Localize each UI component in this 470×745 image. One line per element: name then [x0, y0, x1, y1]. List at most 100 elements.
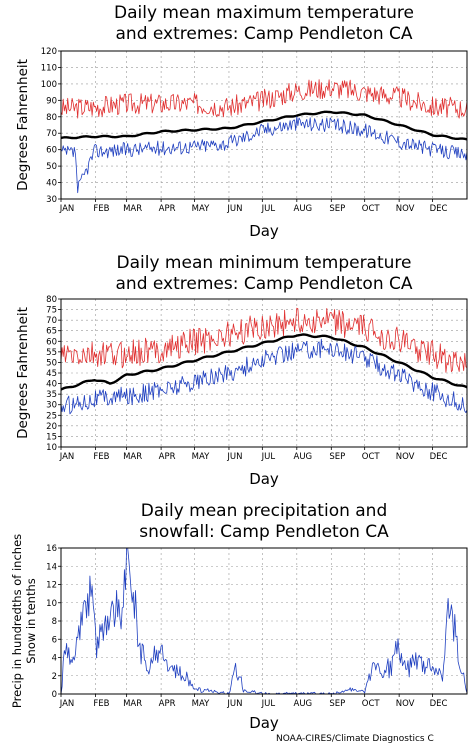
x-tick-label: OCT — [362, 699, 381, 709]
x-axis-label: Day — [249, 714, 279, 732]
x-tick-label: SEP — [329, 699, 345, 709]
x-tick-label: DEC — [430, 204, 448, 214]
x-axis-label: Day — [249, 470, 279, 488]
plot-frame — [60, 547, 468, 695]
chart-title: Daily mean precipitation and — [141, 501, 388, 521]
x-tick-label: APR — [159, 452, 176, 462]
series-line — [60, 338, 468, 415]
y-tick-label: 75 — [46, 306, 57, 316]
x-tick-label: AUG — [294, 452, 313, 462]
x-tick-label: JUL — [261, 699, 276, 709]
x-tick-label: JAN — [59, 452, 75, 462]
chart-precipitation: Daily mean precipitation and snowfall: C… — [10, 501, 468, 732]
plot-area: 0 2 4 6 8 10 12 14 16 JAN FEB MAR APR MAY JUN JUL AUG SEP… — [46, 544, 468, 709]
y-axis-label: Degrees Fahrenheit — [15, 307, 31, 439]
x-tick-label: FEB — [93, 204, 109, 214]
y-tick-label: 80 — [46, 113, 57, 123]
y-tick-label: 30 — [46, 401, 57, 411]
y-tick-label: 4 — [52, 654, 57, 664]
plot-frame — [60, 298, 468, 448]
y-tick-label: 2 — [52, 672, 57, 682]
chart-title: Daily mean maximum temperature — [114, 3, 414, 23]
x-tick-label: MAY — [192, 699, 210, 709]
y-tick-label: 40 — [46, 380, 57, 390]
chart-min-temperature: Daily mean minimum temperature and extre… — [15, 253, 468, 488]
plot-frame — [60, 50, 468, 200]
series-line — [60, 116, 468, 194]
y-tick-label: 50 — [46, 162, 57, 172]
x-tick-label: JUN — [226, 204, 242, 214]
x-tick-label: FEB — [93, 699, 109, 709]
x-tick-label: DEC — [430, 699, 448, 709]
y-tick-label: 60 — [46, 337, 57, 347]
x-tick-label: MAY — [192, 452, 210, 462]
y-tick-label: 35 — [46, 390, 57, 400]
chart-max-temperature: Daily mean maximum temperature and extre… — [15, 3, 468, 240]
y-tick-label: 80 — [46, 295, 57, 305]
credit-text: NOAA-CIRES/Climate Diagnostics C — [276, 734, 434, 744]
y-tick-label: 90 — [46, 96, 57, 106]
y-axis-label: Degrees Fahrenheit — [15, 59, 31, 191]
y-tick-label: 14 — [46, 562, 57, 572]
y-axis-label-line-1: Precip in hundredths of inches — [10, 534, 24, 708]
y-tick-label: 25 — [46, 411, 57, 421]
x-tick-label: SEP — [329, 204, 345, 214]
series-line — [60, 79, 468, 119]
y-tick-label: 0 — [52, 690, 57, 700]
x-tick-label: JAN — [59, 204, 75, 214]
y-tick-label: 55 — [46, 348, 57, 358]
x-tick-label: APR — [159, 699, 176, 709]
y-tick-label: 45 — [46, 369, 57, 379]
plot-area: 30 40 50 60 70 80 90 100 110 120 JAN FEB MAR APR MAY JU… — [41, 47, 468, 214]
x-tick-label: DEC — [430, 452, 448, 462]
chart-subtitle: snowfall: Camp Pendleton CA — [139, 522, 389, 542]
x-tick-label: MAR — [123, 699, 142, 709]
y-tick-label: 100 — [41, 80, 57, 90]
y-tick-label: 16 — [46, 544, 57, 554]
x-tick-label: OCT — [362, 204, 381, 214]
x-tick-label: NOV — [396, 699, 415, 709]
x-tick-label: APR — [159, 204, 176, 214]
y-axis-label-line-2: Snow in tenths — [24, 578, 38, 664]
x-tick-label: JUN — [226, 452, 242, 462]
y-tick-label: 10 — [46, 599, 57, 609]
y-tick-label: 65 — [46, 327, 57, 337]
y-tick-label: 6 — [52, 635, 57, 645]
x-tick-label: MAY — [192, 204, 210, 214]
x-tick-label: AUG — [294, 204, 313, 214]
y-tick-label: 10 — [46, 443, 57, 453]
y-tick-label: 70 — [46, 129, 57, 139]
y-tick-label: 70 — [46, 316, 57, 326]
y-tick-label: 8 — [52, 617, 57, 627]
x-tick-label: MAR — [123, 452, 142, 462]
chart-subtitle: and extremes: Camp Pendleton CA — [116, 274, 413, 294]
y-tick-label: 12 — [46, 581, 57, 591]
y-tick-label: 110 — [41, 63, 57, 73]
x-tick-label: JAN — [59, 699, 75, 709]
x-axis-label: Day — [249, 222, 279, 240]
chart-title: Daily mean minimum temperature — [117, 253, 412, 273]
x-tick-label: FEB — [93, 452, 109, 462]
y-tick-label: 40 — [46, 179, 57, 189]
x-tick-label: SEP — [329, 452, 345, 462]
series-line — [60, 307, 468, 373]
y-tick-label: 60 — [46, 146, 57, 156]
series-line — [60, 110, 468, 141]
x-tick-label: MAR — [123, 204, 142, 214]
y-tick-label: 30 — [46, 195, 57, 205]
x-tick-label: JUL — [261, 204, 276, 214]
y-tick-label: 15 — [46, 432, 57, 442]
x-tick-label: JUN — [226, 699, 242, 709]
y-tick-label: 20 — [46, 422, 57, 432]
y-tick-label: 50 — [46, 358, 57, 368]
chart-subtitle: and extremes: Camp Pendleton CA — [116, 24, 413, 44]
y-tick-label: 120 — [41, 47, 57, 57]
series-line — [60, 333, 468, 391]
x-tick-label: NOV — [396, 452, 415, 462]
x-tick-label: NOV — [396, 204, 415, 214]
x-tick-label: AUG — [294, 699, 313, 709]
x-tick-label: JUL — [261, 452, 276, 462]
x-tick-label: OCT — [362, 452, 381, 462]
